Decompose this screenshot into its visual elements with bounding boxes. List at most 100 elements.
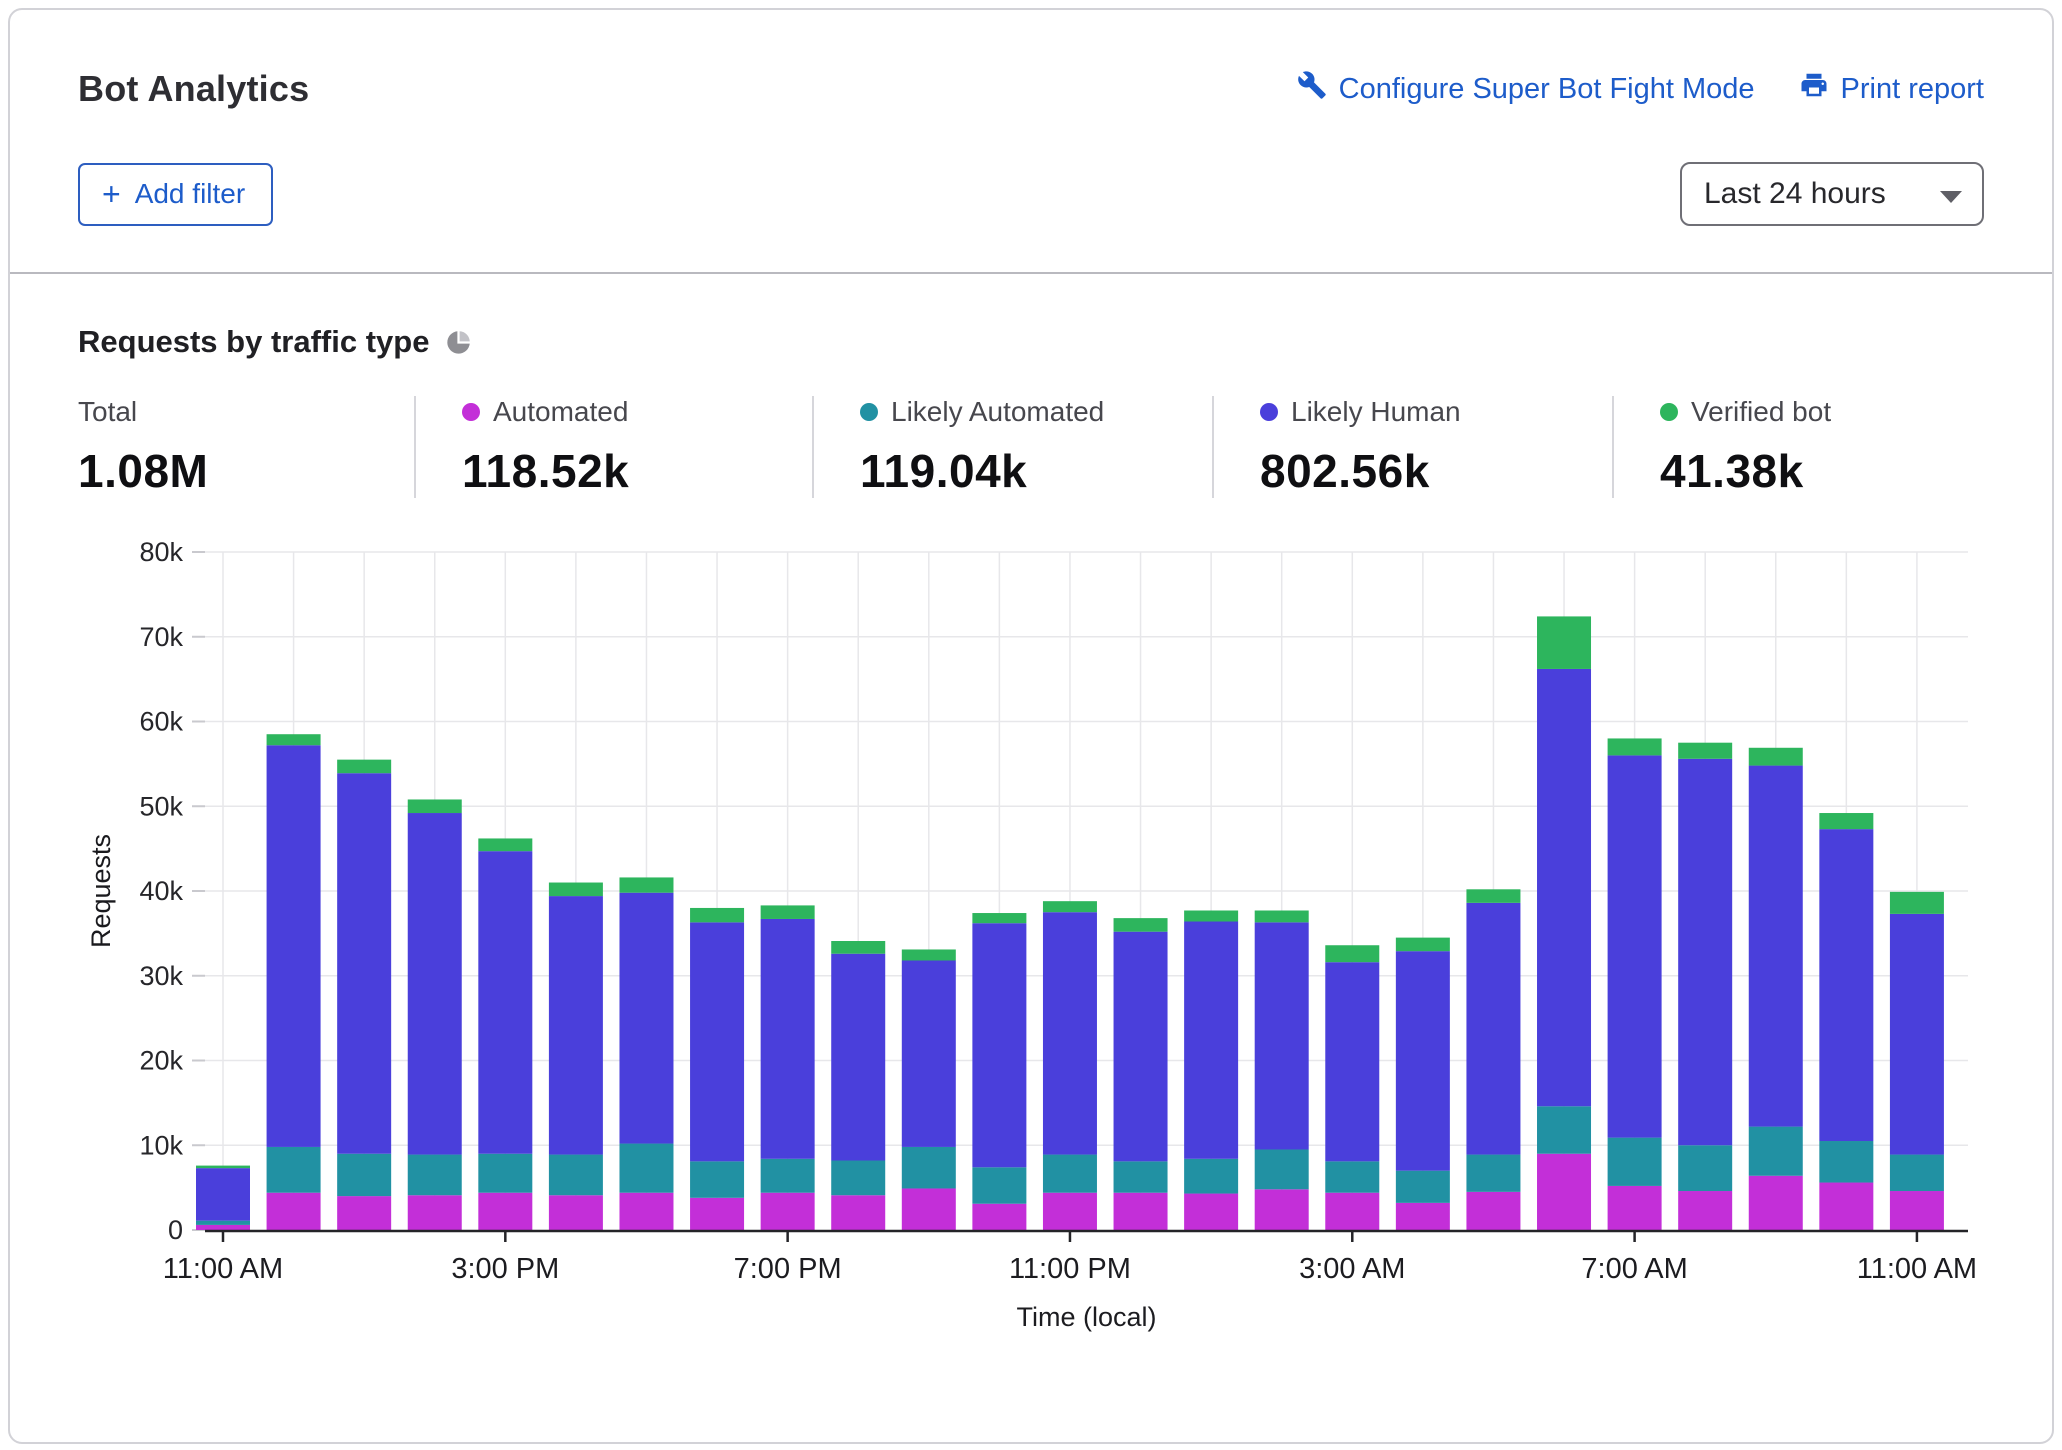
bar-segment[interactable]	[831, 941, 886, 954]
bar-segment[interactable]	[972, 913, 1027, 924]
bar-segment[interactable]	[1042, 901, 1097, 913]
bar-segment[interactable]	[1042, 912, 1097, 1155]
bar-segment[interactable]	[690, 907, 745, 923]
bar-segment[interactable]	[831, 1195, 886, 1230]
bar-segment[interactable]	[690, 1197, 745, 1230]
bar-segment[interactable]	[1537, 1153, 1592, 1230]
bar-segment[interactable]	[266, 734, 321, 746]
bar-segment[interactable]	[1607, 738, 1662, 756]
bar-segment[interactable]	[1748, 1175, 1803, 1230]
bar-segment[interactable]	[407, 813, 462, 1155]
bar-segment[interactable]	[196, 1168, 250, 1221]
bar-segment[interactable]	[760, 905, 815, 919]
bar-segment[interactable]	[1395, 937, 1450, 952]
add-filter-button[interactable]: + Add filter	[78, 162, 274, 226]
bar-segment[interactable]	[619, 877, 674, 893]
bar-segment[interactable]	[1325, 962, 1380, 1162]
bar-segment[interactable]	[1042, 1154, 1097, 1193]
bar-segment[interactable]	[901, 1146, 956, 1189]
bar-segment[interactable]	[972, 1203, 1027, 1230]
bar-segment[interactable]	[1819, 1182, 1874, 1230]
bar-segment[interactable]	[1113, 1161, 1168, 1193]
bar-segment[interactable]	[1889, 1191, 1944, 1230]
bar-segment[interactable]	[266, 1192, 321, 1230]
bar-segment[interactable]	[1184, 1158, 1239, 1194]
bar-segment[interactable]	[1113, 918, 1168, 932]
bar-segment[interactable]	[901, 949, 956, 961]
bar-segment[interactable]	[1254, 910, 1309, 923]
bar-segment[interactable]	[478, 838, 533, 852]
bar-segment[interactable]	[1184, 921, 1239, 1159]
bar-segment[interactable]	[1819, 813, 1874, 830]
bar-segment[interactable]	[196, 1165, 250, 1169]
bar-segment[interactable]	[901, 960, 956, 1147]
bar-segment[interactable]	[1042, 1192, 1097, 1230]
bar-segment[interactable]	[1748, 1126, 1803, 1176]
bar-segment[interactable]	[1184, 910, 1239, 922]
bar-segment[interactable]	[337, 1196, 392, 1230]
bar-segment[interactable]	[1889, 913, 1944, 1155]
bar-segment[interactable]	[548, 896, 603, 1155]
bar-segment[interactable]	[1395, 951, 1450, 1171]
bar-segment[interactable]	[337, 773, 392, 1154]
bar-segment[interactable]	[1537, 616, 1592, 669]
bar-segment[interactable]	[1325, 945, 1380, 963]
bar-segment[interactable]	[1819, 829, 1874, 1142]
bar-segment[interactable]	[690, 922, 745, 1162]
bar-segment[interactable]	[548, 1154, 603, 1196]
bar-segment[interactable]	[1607, 755, 1662, 1138]
bar-segment[interactable]	[266, 1146, 321, 1193]
stat-likely-human[interactable]: Likely Human 802.56k	[1212, 396, 1612, 498]
bar-segment[interactable]	[1113, 1192, 1168, 1230]
bar-segment[interactable]	[760, 1192, 815, 1230]
bar-segment[interactable]	[407, 799, 462, 814]
print-report-link[interactable]: Print report	[1799, 70, 1984, 108]
bar-segment[interactable]	[901, 1188, 956, 1230]
bar-segment[interactable]	[196, 1224, 250, 1230]
bar-segment[interactable]	[1678, 1191, 1733, 1230]
bar-segment[interactable]	[1254, 1149, 1309, 1190]
bar-segment[interactable]	[478, 851, 533, 1154]
bar-segment[interactable]	[337, 759, 392, 774]
bar-segment[interactable]	[1254, 1189, 1309, 1230]
bar-segment[interactable]	[196, 1220, 250, 1225]
stat-likely-automated[interactable]: Likely Automated 119.04k	[812, 396, 1212, 498]
bar-segment[interactable]	[1325, 1161, 1380, 1193]
bar-segment[interactable]	[1678, 1145, 1733, 1192]
bar-segment[interactable]	[1395, 1170, 1450, 1203]
bar-segment[interactable]	[1537, 668, 1592, 1107]
bar-segment[interactable]	[266, 745, 321, 1147]
bar-segment[interactable]	[548, 882, 603, 897]
bar-segment[interactable]	[1466, 889, 1521, 903]
bar-segment[interactable]	[619, 892, 674, 1144]
bar-segment[interactable]	[831, 1160, 886, 1196]
bar-segment[interactable]	[478, 1153, 533, 1193]
bar-segment[interactable]	[1184, 1193, 1239, 1230]
bar-segment[interactable]	[478, 1192, 533, 1230]
bar-segment[interactable]	[407, 1154, 462, 1196]
bar-segment[interactable]	[760, 1158, 815, 1193]
bar-segment[interactable]	[1678, 758, 1733, 1146]
stat-automated[interactable]: Automated 118.52k	[414, 396, 812, 498]
bar-segment[interactable]	[1395, 1202, 1450, 1230]
bar-segment[interactable]	[1748, 765, 1803, 1127]
bar-segment[interactable]	[1254, 922, 1309, 1150]
bar-segment[interactable]	[831, 953, 886, 1161]
bar-segment[interactable]	[407, 1195, 462, 1230]
bar-segment[interactable]	[1678, 742, 1733, 759]
bar-segment[interactable]	[1607, 1137, 1662, 1186]
bar-segment[interactable]	[548, 1195, 603, 1230]
bar-segment[interactable]	[619, 1143, 674, 1193]
bar-segment[interactable]	[1466, 902, 1521, 1155]
configure-super-bot-fight-mode-link[interactable]: Configure Super Bot Fight Mode	[1297, 70, 1755, 108]
bar-segment[interactable]	[619, 1192, 674, 1230]
bar-segment[interactable]	[972, 923, 1027, 1168]
bar-segment[interactable]	[1325, 1192, 1380, 1230]
time-range-dropdown[interactable]: Last 24 hours	[1680, 162, 1984, 226]
bar-segment[interactable]	[1607, 1185, 1662, 1230]
bar-segment[interactable]	[1819, 1141, 1874, 1183]
bar-segment[interactable]	[690, 1161, 745, 1198]
bar-segment[interactable]	[337, 1153, 392, 1197]
bar-segment[interactable]	[1889, 1154, 1944, 1192]
stat-verified-bot[interactable]: Verified bot 41.38k	[1612, 396, 1861, 498]
